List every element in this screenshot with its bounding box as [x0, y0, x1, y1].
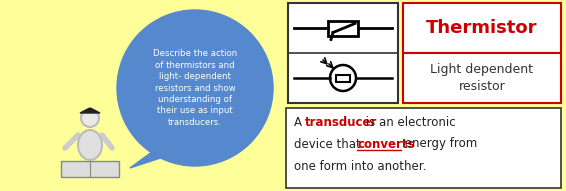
Text: is an electronic: is an electronic [362, 116, 456, 129]
Ellipse shape [78, 130, 102, 160]
Text: A: A [294, 116, 306, 129]
Text: Light dependent
resistor: Light dependent resistor [431, 63, 534, 93]
Text: transducer: transducer [305, 116, 378, 129]
Polygon shape [80, 108, 100, 113]
FancyBboxPatch shape [336, 74, 350, 82]
FancyBboxPatch shape [61, 161, 119, 177]
FancyBboxPatch shape [403, 3, 561, 53]
Text: device that: device that [294, 138, 365, 151]
Circle shape [81, 109, 99, 127]
FancyBboxPatch shape [288, 3, 398, 103]
Text: energy from: energy from [401, 138, 477, 151]
FancyBboxPatch shape [286, 108, 561, 188]
FancyBboxPatch shape [328, 20, 358, 36]
Polygon shape [130, 146, 185, 168]
Text: Thermistor: Thermistor [426, 19, 538, 37]
Circle shape [117, 10, 273, 166]
FancyBboxPatch shape [403, 53, 561, 103]
Circle shape [330, 65, 356, 91]
Text: one form into another.: one form into another. [294, 159, 426, 172]
Text: Describe the action
of thermistors and
light- dependent
resistors and show
under: Describe the action of thermistors and l… [153, 49, 237, 127]
Text: converts: converts [357, 138, 414, 151]
